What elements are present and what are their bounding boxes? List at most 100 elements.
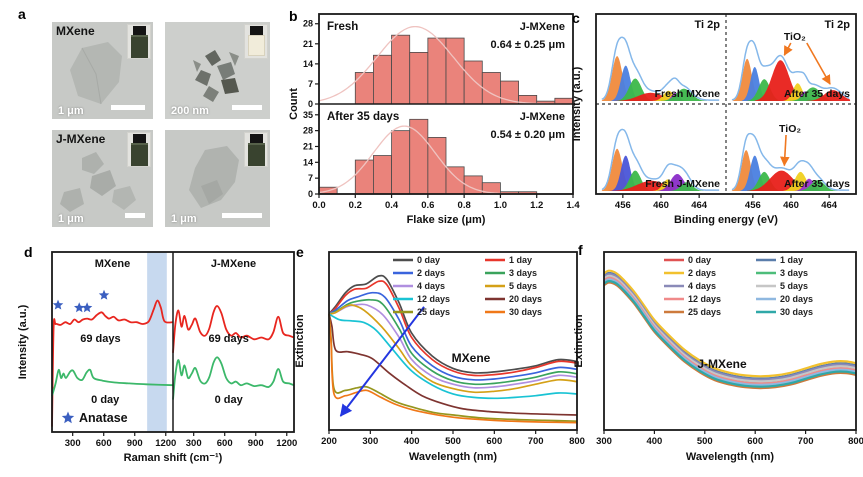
raman-spectra: 69 days 0 day MXene Anatase 69 days 0 day J-MX… — [17, 251, 297, 464]
spectrum-curve — [328, 313, 578, 423]
svg-text:0: 0 — [308, 189, 313, 199]
micrograph-jmxene-fresh: J-MXene 1 μm — [52, 130, 153, 227]
envelope-curve — [731, 39, 850, 101]
svg-text:Binding energy (eV): Binding energy (eV) — [674, 214, 778, 226]
vial-body — [247, 143, 265, 166]
spectra-plot: 300 400 500 600 700 800 Wavelength (nm) Extinct… — [573, 251, 863, 463]
histogram-bar — [463, 60, 483, 105]
vial-cap — [132, 134, 146, 143]
svg-text:1 day: 1 day — [780, 255, 803, 265]
svg-text:400: 400 — [404, 436, 420, 447]
svg-text:1200: 1200 — [155, 438, 176, 449]
histogram-bar — [481, 72, 501, 105]
vial-inset-photo — [244, 24, 268, 59]
scale-bar — [232, 105, 262, 110]
svg-text:J-MXene: J-MXene — [697, 357, 747, 371]
svg-text:28: 28 — [303, 19, 313, 29]
svg-text:0 day: 0 day — [417, 255, 440, 265]
svg-text:456: 456 — [615, 200, 631, 211]
svg-text:0: 0 — [308, 99, 313, 109]
vial-body — [130, 35, 148, 58]
svg-text:J-MXene: J-MXene — [520, 21, 565, 33]
anatase-star-icon — [52, 299, 64, 310]
svg-text:5 days: 5 days — [509, 281, 537, 291]
svg-text:600: 600 — [96, 438, 112, 449]
svg-text:TiO₂: TiO₂ — [779, 123, 801, 135]
envelope-curve — [601, 36, 720, 101]
svg-text:14: 14 — [303, 157, 313, 167]
svg-text:460: 460 — [783, 200, 799, 211]
svg-text:Fresh J-MXene: Fresh J-MXene — [645, 178, 720, 190]
flake-size-histogram: 0 7 14 21 28 Fresh J-MXene 0.64 ± 0.25 μm 0 7 14 21… — [288, 13, 580, 226]
envelope-curve — [601, 128, 720, 191]
scale-bar-label: 1 μm — [58, 105, 84, 117]
mxene-flake-graphic — [70, 42, 122, 105]
micrograph-title: J-MXene — [56, 132, 106, 146]
jmxene-flake-graphic — [60, 152, 136, 212]
spectrum-curve — [328, 313, 578, 400]
svg-text:Wavelength (nm): Wavelength (nm) — [686, 451, 775, 463]
svg-text:TiO₂: TiO₂ — [784, 31, 806, 43]
micrograph-jmxene-aged: 1 μm — [165, 130, 270, 227]
svg-text:2 days: 2 days — [688, 268, 716, 278]
fitted-peak — [660, 88, 707, 101]
spectrum-curve — [328, 291, 578, 381]
anatase-star-icon — [98, 289, 110, 300]
svg-text:0 day: 0 day — [91, 394, 120, 406]
raman-curve — [51, 299, 174, 427]
svg-text:0.0: 0.0 — [312, 200, 325, 211]
raman-curve — [172, 305, 295, 353]
raman-curve — [172, 356, 295, 400]
svg-text:0.4: 0.4 — [385, 200, 399, 211]
fitted-peak — [669, 182, 704, 191]
spectrum-curve — [328, 298, 578, 386]
svg-text:3 days: 3 days — [509, 268, 537, 278]
vial-cap — [249, 134, 263, 143]
aggregate-flake-graphic — [193, 50, 239, 102]
micrograph-mxene-aged: 200 nm — [165, 22, 270, 119]
svg-text:J-MXene: J-MXene — [211, 258, 256, 270]
svg-text:20 days: 20 days — [780, 294, 813, 304]
svg-text:300: 300 — [186, 438, 202, 449]
envelope-curve — [731, 132, 850, 191]
svg-text:0 day: 0 day — [215, 394, 244, 406]
svg-text:Raman shift (cm⁻¹): Raman shift (cm⁻¹) — [124, 452, 223, 464]
svg-text:Intensity (a.u.): Intensity (a.u.) — [17, 304, 29, 379]
svg-text:J-MXene: J-MXene — [520, 111, 565, 123]
svg-text:Extinction: Extinction — [294, 314, 306, 367]
svg-text:3 days: 3 days — [780, 268, 808, 278]
scale-bar — [125, 213, 145, 218]
raman-curve — [51, 368, 174, 397]
vial-inset-photo — [127, 24, 151, 59]
vial-cap — [249, 26, 263, 35]
svg-text:After 35 days: After 35 days — [784, 178, 850, 190]
scale-bar-label: 200 nm — [171, 105, 209, 117]
histogram-bar — [373, 54, 392, 105]
svg-text:Fresh MXene: Fresh MXene — [655, 88, 721, 100]
spectrum-curve — [603, 274, 857, 383]
spectra-plot: 200 300 400 500 600 700 800 Wavelength (nm) Exti… — [294, 251, 585, 463]
svg-text:800: 800 — [848, 436, 863, 447]
histogram-bar — [409, 52, 429, 105]
trend-arrow — [339, 306, 425, 417]
histogram-bar — [391, 130, 411, 195]
svg-text:4 days: 4 days — [417, 281, 445, 291]
svg-text:12 days: 12 days — [417, 294, 450, 304]
svg-text:460: 460 — [653, 200, 669, 211]
svg-text:600: 600 — [217, 438, 233, 449]
svg-text:800: 800 — [569, 436, 585, 447]
svg-text:Ti 2p: Ti 2p — [695, 19, 721, 31]
svg-text:Ti 2p: Ti 2p — [825, 19, 851, 31]
svg-text:1200: 1200 — [276, 438, 297, 449]
svg-text:After 35 days: After 35 days — [784, 88, 850, 100]
svg-text:1.4: 1.4 — [566, 200, 580, 211]
histogram-bar — [354, 72, 374, 105]
svg-text:400: 400 — [646, 436, 662, 447]
uvvis-mxene-spectra: 200 300 400 500 600 700 800 Wavelength (nm) Exti… — [294, 251, 585, 463]
svg-text:Fresh: Fresh — [327, 21, 358, 33]
svg-text:0.6: 0.6 — [421, 200, 434, 211]
svg-text:28: 28 — [303, 126, 313, 136]
distribution-fit-curve — [318, 25, 573, 105]
svg-text:500: 500 — [697, 436, 713, 447]
